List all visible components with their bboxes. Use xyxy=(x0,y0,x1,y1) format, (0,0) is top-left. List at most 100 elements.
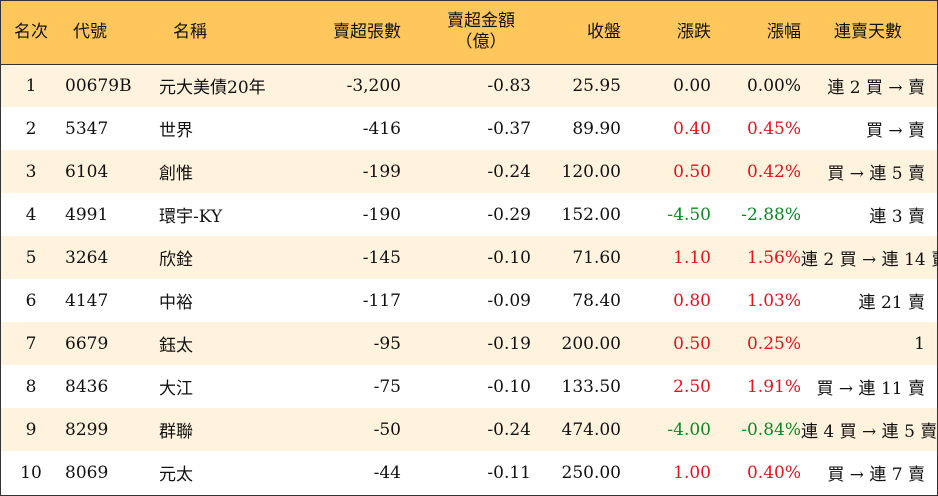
header-net-sell-sheets[interactable]: 賣超張數 xyxy=(313,1,401,65)
table-body: 1 00679B 元大美債20年 -3,200 -0.83 25.95 0.00 0.00% 連… xyxy=(1,64,938,494)
header-change-pct[interactable]: 漲幅 xyxy=(711,1,801,65)
header-change[interactable]: 漲跌 xyxy=(621,1,711,65)
cell-rank: 2 xyxy=(25,118,37,139)
cell-close-price: 89.90 xyxy=(572,118,621,139)
cell-rank: 7 xyxy=(25,333,37,354)
cell-close-price: 250.00 xyxy=(561,462,621,483)
cell-stock-name: 創惟 xyxy=(159,164,193,184)
cell-price-change: 0.00 xyxy=(673,75,711,96)
table-row[interactable]: 10 8069 元太 -44 -0.11 250.00 1.00 0.40% 買 → 連 7 賣 xyxy=(1,451,937,494)
cell-sell-streak: 買 → 連 7 賣 xyxy=(827,465,925,485)
cell-stock-name: 中裕 xyxy=(159,293,193,313)
table-row[interactable]: 9 8299 群聯 -50 -0.24 474.00 -4.00 -0.84% 連 4 買 → … xyxy=(1,408,937,451)
header-code[interactable]: 代號 xyxy=(61,1,157,65)
cell-change-pct: 1.56% xyxy=(746,247,801,268)
cell-change-pct: 0.25% xyxy=(746,333,801,354)
cell-price-change: -4.50 xyxy=(667,204,711,225)
cell-stock-code: 8069 xyxy=(65,462,109,483)
table-row[interactable]: 5 3264 欣銓 -145 -0.10 71.60 1.10 1.56% 連 2 買 → 連 … xyxy=(1,236,938,279)
table-row[interactable]: 4 4991 環宇-KY -190 -0.29 152.00 -4.50 -2.88% 連 3 … xyxy=(1,193,937,236)
cell-sell-streak: 連 4 買 → 連 5 賣 xyxy=(801,422,938,442)
cell-stock-code: 8299 xyxy=(65,419,109,440)
cell-close-price: 200.00 xyxy=(561,333,621,354)
table-header-row: 名次 代號 名稱 賣超張數 賣超金額 （億） 收盤 漲跌 漲幅 連賣天數 xyxy=(1,1,937,65)
header-sell-streak[interactable]: 連賣天數 xyxy=(801,1,937,65)
cell-rank: 4 xyxy=(25,204,37,225)
cell-net-sell-amount: -0.19 xyxy=(487,333,531,354)
cell-sell-streak: 連 21 賣 xyxy=(858,293,925,313)
cell-change-pct: 0.45% xyxy=(746,118,801,139)
cell-stock-name: 大江 xyxy=(159,379,193,399)
cell-stock-code: 8436 xyxy=(65,376,109,397)
cell-net-sell-sheets: -3,200 xyxy=(346,75,401,96)
table-row[interactable]: 8 8436 大江 -75 -0.10 133.50 2.50 1.91% 買 → 連 11 賣 xyxy=(1,365,937,408)
cell-net-sell-amount: -0.37 xyxy=(487,118,531,139)
header-rank[interactable]: 名次 xyxy=(1,1,61,65)
cell-sell-streak: 連 2 買 → 連 14 賣 xyxy=(801,250,938,270)
cell-stock-name: 世界 xyxy=(159,121,193,141)
cell-change-pct: 0.40% xyxy=(746,462,801,483)
cell-net-sell-sheets: -44 xyxy=(373,462,401,483)
cell-close-price: 120.00 xyxy=(561,161,621,182)
cell-stock-name: 元大美債20年 xyxy=(159,78,266,99)
cell-change-pct: -2.88% xyxy=(741,204,801,225)
cell-rank: 8 xyxy=(25,376,37,397)
cell-price-change: 0.50 xyxy=(673,161,711,182)
cell-price-change: -4.00 xyxy=(667,419,711,440)
cell-stock-code: 6679 xyxy=(65,333,109,354)
header-net-sell-amount[interactable]: 賣超金額 （億） xyxy=(401,1,531,65)
cell-close-price: 474.00 xyxy=(561,419,621,440)
cell-stock-code: 6104 xyxy=(65,161,109,182)
cell-price-change: 0.80 xyxy=(673,290,711,311)
cell-net-sell-sheets: -190 xyxy=(362,204,401,225)
cell-stock-code: 3264 xyxy=(65,247,109,268)
cell-rank: 3 xyxy=(25,161,37,182)
cell-net-sell-amount: -0.11 xyxy=(487,462,531,483)
table-row[interactable]: 7 6679 鈺太 -95 -0.19 200.00 0.50 0.25% 1 xyxy=(1,322,937,365)
cell-sell-streak: 1 xyxy=(914,333,925,354)
cell-change-pct: 0.42% xyxy=(746,161,801,182)
cell-net-sell-amount: -0.09 xyxy=(487,290,531,311)
cell-net-sell-sheets: -95 xyxy=(373,333,401,354)
table-row[interactable]: 1 00679B 元大美債20年 -3,200 -0.83 25.95 0.00 0.00% 連… xyxy=(1,64,937,107)
table-row[interactable]: 2 5347 世界 -416 -0.37 89.90 0.40 0.45% 買 → 賣 xyxy=(1,107,937,150)
cell-price-change: 2.50 xyxy=(673,376,711,397)
cell-rank: 5 xyxy=(25,247,37,268)
cell-net-sell-amount: -0.10 xyxy=(487,376,531,397)
cell-net-sell-sheets: -75 xyxy=(373,376,401,397)
cell-net-sell-sheets: -416 xyxy=(362,118,401,139)
cell-close-price: 78.40 xyxy=(572,290,621,311)
cell-stock-name: 環宇-KY xyxy=(159,207,223,227)
cell-close-price: 152.00 xyxy=(561,204,621,225)
cell-net-sell-sheets: -145 xyxy=(362,247,401,268)
header-close[interactable]: 收盤 xyxy=(531,1,621,65)
cell-rank: 9 xyxy=(25,419,37,440)
cell-rank: 1 xyxy=(25,75,37,96)
cell-change-pct: 0.00% xyxy=(746,75,801,96)
cell-stock-code: 4991 xyxy=(65,204,109,225)
table-row[interactable]: 6 4147 中裕 -117 -0.09 78.40 0.80 1.03% 連 21 賣 xyxy=(1,279,937,322)
cell-stock-name: 鈺太 xyxy=(159,336,193,356)
header-name[interactable]: 名稱 xyxy=(157,1,313,65)
cell-sell-streak: 買 → 賣 xyxy=(865,121,925,141)
cell-close-price: 25.95 xyxy=(572,75,621,96)
cell-price-change: 0.40 xyxy=(673,118,711,139)
cell-sell-streak: 連 2 買 → 賣 xyxy=(827,78,925,99)
cell-net-sell-amount: -0.29 xyxy=(487,204,531,225)
cell-stock-code: 4147 xyxy=(65,290,109,311)
cell-net-sell-sheets: -50 xyxy=(373,419,401,440)
cell-rank: 6 xyxy=(25,290,37,311)
cell-stock-code: 5347 xyxy=(65,118,109,139)
cell-change-pct: 1.03% xyxy=(746,290,801,311)
cell-net-sell-amount: -0.24 xyxy=(487,419,531,440)
cell-net-sell-sheets: -117 xyxy=(362,290,401,311)
cell-stock-name: 欣銓 xyxy=(159,250,193,270)
cell-stock-name: 元太 xyxy=(159,465,193,485)
cell-net-sell-amount: -0.24 xyxy=(487,161,531,182)
table-row[interactable]: 3 6104 創惟 -199 -0.24 120.00 0.50 0.42% 買 → 連 5 賣 xyxy=(1,150,937,193)
cell-close-price: 133.50 xyxy=(561,376,621,397)
cell-rank: 10 xyxy=(20,462,42,483)
cell-sell-streak: 買 → 連 5 賣 xyxy=(827,164,925,184)
